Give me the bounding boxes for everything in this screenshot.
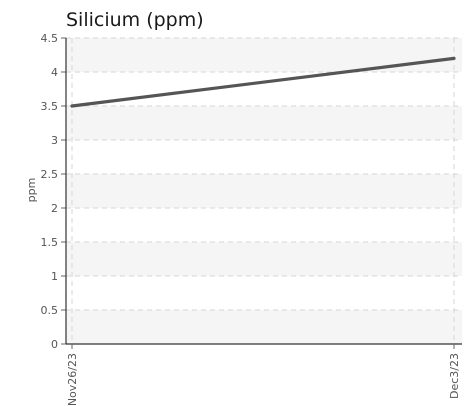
grid-band [66,38,462,72]
series-layer [70,56,456,108]
series-line [70,56,456,108]
grid-band [66,106,462,140]
x-axis: Nov26/23 Dec3/23 [66,343,462,406]
y-tick-label: 4 [51,66,58,79]
grid-lines [66,37,462,344]
x-tick-label: Nov26/23 [66,353,79,406]
grid-band [66,242,462,276]
background-bands [66,38,462,344]
y-tick-label: 1.5 [41,236,59,249]
y-tick-label: 3.5 [41,100,59,113]
y-tick-label: 0.5 [41,304,59,317]
y-axis: 0 0.5 1 1.5 2 2.5 3 3.5 4 4.5 [41,32,67,351]
y-tick-label: 4.5 [41,32,59,45]
x-tick-label: Dec3/23 [448,353,461,399]
y-tick-label: 3 [51,134,58,147]
y-tick-label: 0 [51,338,58,351]
y-axis-label: ppm [25,178,38,203]
grid-band [66,310,462,344]
y-tick-label: 2 [51,202,58,215]
y-tick-label: 1 [51,270,58,283]
y-tick-label: 2.5 [41,168,59,181]
chart-title: Silicium (ppm) [66,9,204,31]
grid-band [66,174,462,208]
